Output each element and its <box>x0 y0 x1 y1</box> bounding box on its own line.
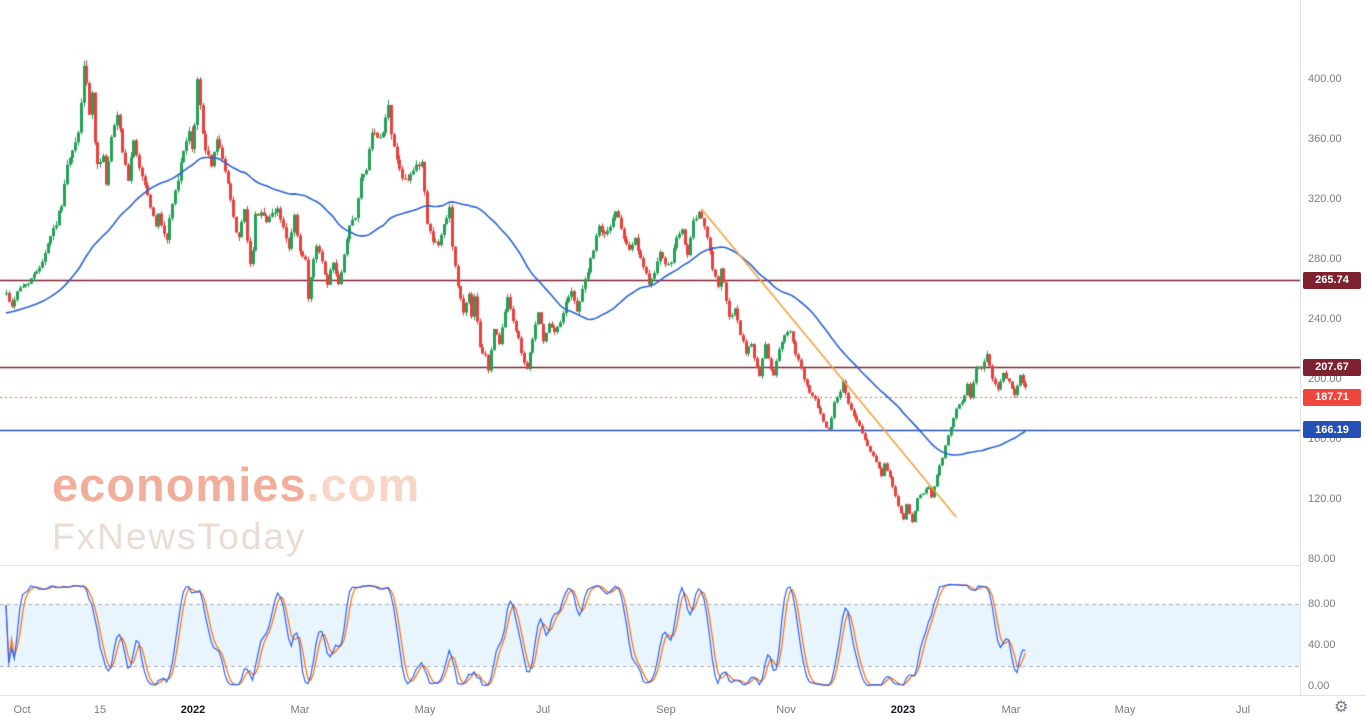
price-chart-canvas[interactable] <box>0 0 1300 695</box>
indicator-axis-label: 40.00 <box>1308 639 1336 652</box>
price-axis-label: 80.00 <box>1308 553 1336 565</box>
price-level-badge: 187.71 <box>1303 388 1361 406</box>
price-level-badge: 265.74 <box>1303 271 1361 289</box>
price-level-badge: 207.67 <box>1303 358 1361 376</box>
price-axis-label: 240.00 <box>1308 313 1342 325</box>
time-axis-label: Oct <box>13 704 31 716</box>
pane-separator[interactable] <box>0 565 1366 566</box>
price-axis-label: 360.00 <box>1308 133 1342 145</box>
time-axis-label: 2023 <box>890 704 916 716</box>
price-axis-label: 120.00 <box>1308 493 1342 505</box>
time-axis-label: Jul <box>535 704 551 716</box>
indicator-axis-label: 0.00 <box>1308 680 1330 692</box>
settings-icon[interactable]: ⚙ <box>1334 699 1349 716</box>
price-axis-label: 320.00 <box>1308 193 1342 205</box>
time-axis-label: 15 <box>93 704 107 716</box>
price-axis[interactable]: 400.00 360.00 320.00 280.00 240.00 200.00 160.… <box>1300 0 1366 695</box>
price-level-badge: 166.19 <box>1303 421 1361 439</box>
time-axis-label: Mar <box>1001 704 1021 716</box>
time-axis-label: May <box>414 704 436 716</box>
price-axis-label: 200.00 <box>1308 373 1342 385</box>
indicator-axis-label: 80.00 <box>1308 598 1336 611</box>
time-axis-label: Jul <box>1235 704 1251 716</box>
time-axis[interactable]: Oct 15 2022 Mar May Jul Sep Nov 2023 Mar May Jul <box>0 695 1366 728</box>
price-axis-label: 400.00 <box>1308 73 1342 85</box>
time-axis-label: Mar <box>290 704 310 716</box>
time-axis-label: Sep <box>656 704 676 716</box>
time-axis-label: Nov <box>776 704 796 716</box>
price-axis-label: 280.00 <box>1308 253 1342 265</box>
time-axis-label: 2022 <box>180 704 206 716</box>
time-axis-label: May <box>1114 704 1136 716</box>
